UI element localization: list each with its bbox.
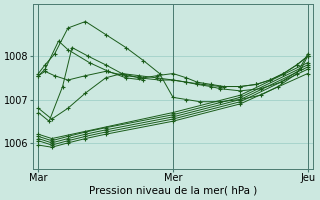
X-axis label: Pression niveau de la mer( hPa ): Pression niveau de la mer( hPa ) <box>89 186 257 196</box>
